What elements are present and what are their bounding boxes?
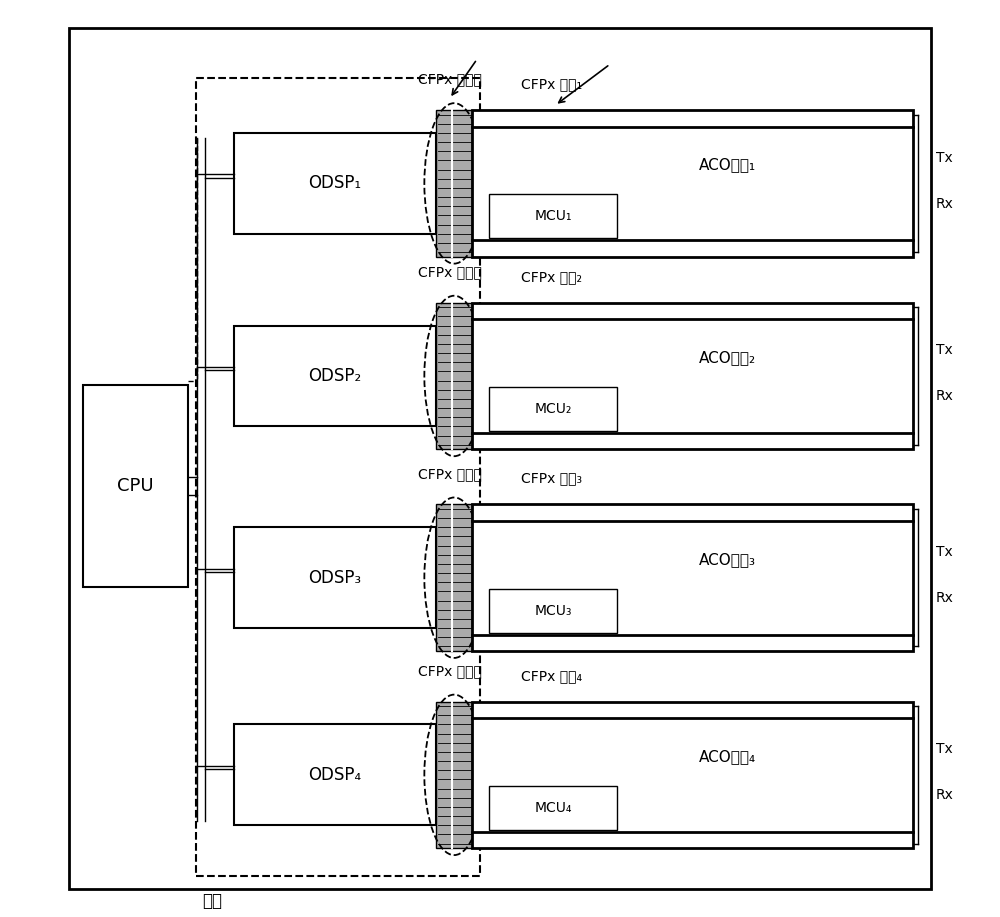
Text: MCU₄: MCU₄ bbox=[534, 801, 572, 815]
Bar bbox=[489, 589, 617, 633]
Text: MCU₃: MCU₃ bbox=[534, 603, 572, 618]
Bar bbox=[472, 702, 913, 848]
Text: CPU: CPU bbox=[117, 477, 154, 495]
Text: Rx: Rx bbox=[936, 389, 953, 403]
Text: Rx: Rx bbox=[936, 788, 953, 802]
Text: Rx: Rx bbox=[936, 591, 953, 605]
Bar bbox=[489, 786, 617, 830]
Text: CFPx 连接器: CFPx 连接器 bbox=[418, 664, 482, 679]
Text: CFPx 插槽₁: CFPx 插槽₁ bbox=[521, 77, 582, 92]
Text: ODSP₃: ODSP₃ bbox=[308, 569, 362, 587]
Text: Rx: Rx bbox=[936, 196, 953, 211]
Text: ACO模块₂: ACO模块₂ bbox=[699, 350, 756, 365]
Text: ACO模块₁: ACO模块₁ bbox=[699, 158, 756, 172]
Text: Tx: Tx bbox=[936, 545, 952, 559]
Text: 线卡: 线卡 bbox=[202, 891, 222, 910]
Bar bbox=[489, 387, 617, 431]
Bar bbox=[472, 110, 913, 257]
Text: Tx: Tx bbox=[936, 742, 952, 757]
Bar bbox=[436, 702, 472, 848]
Text: CFPx 连接器: CFPx 连接器 bbox=[418, 467, 482, 481]
Text: ACO模块₃: ACO模块₃ bbox=[699, 552, 756, 567]
Bar bbox=[234, 527, 436, 628]
Bar bbox=[436, 303, 472, 449]
Bar bbox=[472, 303, 913, 449]
Text: CFPx 连接器: CFPx 连接器 bbox=[418, 265, 482, 280]
Bar bbox=[472, 504, 913, 651]
Text: ACO模块₄: ACO模块₄ bbox=[699, 749, 756, 764]
Text: MCU₂: MCU₂ bbox=[534, 402, 572, 416]
Bar bbox=[489, 194, 617, 238]
Bar bbox=[436, 110, 472, 257]
Text: ODSP₁: ODSP₁ bbox=[308, 174, 362, 193]
Bar bbox=[436, 504, 472, 651]
Text: Tx: Tx bbox=[936, 150, 952, 165]
Text: CFPx 连接器: CFPx 连接器 bbox=[418, 72, 482, 87]
Bar bbox=[234, 724, 436, 825]
Text: ODSP₄: ODSP₄ bbox=[308, 766, 362, 784]
Bar bbox=[196, 78, 480, 876]
Bar bbox=[83, 385, 188, 587]
Text: CFPx 插槽₂: CFPx 插槽₂ bbox=[521, 270, 582, 284]
Text: CFPx 插槽₃: CFPx 插槽₃ bbox=[521, 471, 582, 486]
Text: CFPx 插槽₄: CFPx 插槽₄ bbox=[521, 668, 582, 682]
Text: MCU₁: MCU₁ bbox=[534, 209, 572, 224]
Text: Tx: Tx bbox=[936, 343, 952, 358]
Text: ODSP₂: ODSP₂ bbox=[308, 367, 362, 385]
Bar bbox=[234, 133, 436, 234]
Bar bbox=[234, 326, 436, 426]
